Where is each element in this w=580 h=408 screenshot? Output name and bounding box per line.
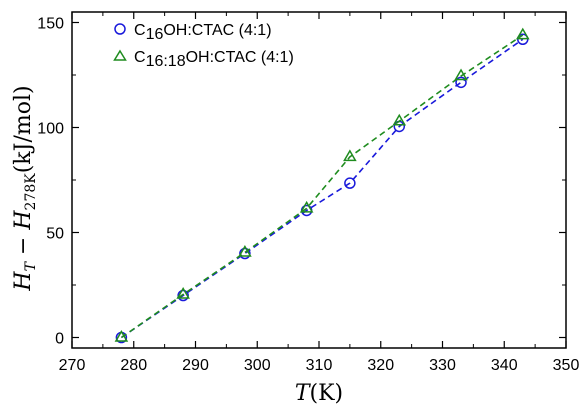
legend-label-2: C16:18OH:CTAC (4:1)	[134, 49, 294, 70]
x-axis-label: T(K)	[295, 381, 343, 406]
data-point-circle	[344, 177, 356, 189]
x-tick-label: 330	[429, 357, 456, 374]
data-point-triangle	[238, 244, 252, 257]
y-axis-label: HT − H278K(kJ/mol)	[11, 85, 39, 291]
data-point-triangle	[343, 149, 357, 162]
axes: 270 280 290 300 310 320 330 340 350 0 50 100 150	[37, 11, 580, 374]
y-tick-label: 50	[46, 226, 64, 243]
data-point-circle	[239, 247, 251, 260]
legend-marker-triangle	[113, 49, 127, 61]
legend: C16OH:CTAC (4:1) C16:18OH:CTAC (4:1)	[113, 22, 294, 70]
x-tick-label: 310	[306, 357, 333, 374]
legend-label-1: C16OH:CTAC (4:1)	[134, 22, 272, 43]
data-point-triangle	[515, 27, 530, 40]
y-tick-label: 150	[37, 16, 64, 33]
y-tick-label: 100	[37, 121, 64, 138]
legend-marker-circle	[114, 23, 126, 35]
x-tick-label: 280	[120, 357, 147, 374]
x-tick-label: 340	[491, 357, 518, 374]
x-tick-label: 300	[244, 357, 271, 374]
x-tick-label: 350	[553, 357, 580, 374]
data-point-triangle	[176, 286, 190, 299]
data-point-circle	[455, 76, 467, 89]
x-tick-label: 270	[59, 357, 86, 374]
data-point-triangle	[454, 68, 468, 81]
x-tick-label: 320	[367, 357, 394, 374]
data-point-triangle	[299, 200, 314, 213]
x-tick-label: 290	[182, 357, 209, 374]
legend-item-1: C16OH:CTAC (4:1)	[114, 22, 272, 43]
data-point-circle	[177, 289, 189, 302]
series-line-1	[120, 38, 524, 339]
data-point-triangle	[114, 330, 129, 342]
y-tick-label: 0	[55, 331, 64, 348]
data-point-triangle	[392, 113, 407, 126]
legend-item-2: C16:18OH:CTAC (4:1)	[113, 49, 294, 70]
plot-area	[114, 27, 530, 344]
